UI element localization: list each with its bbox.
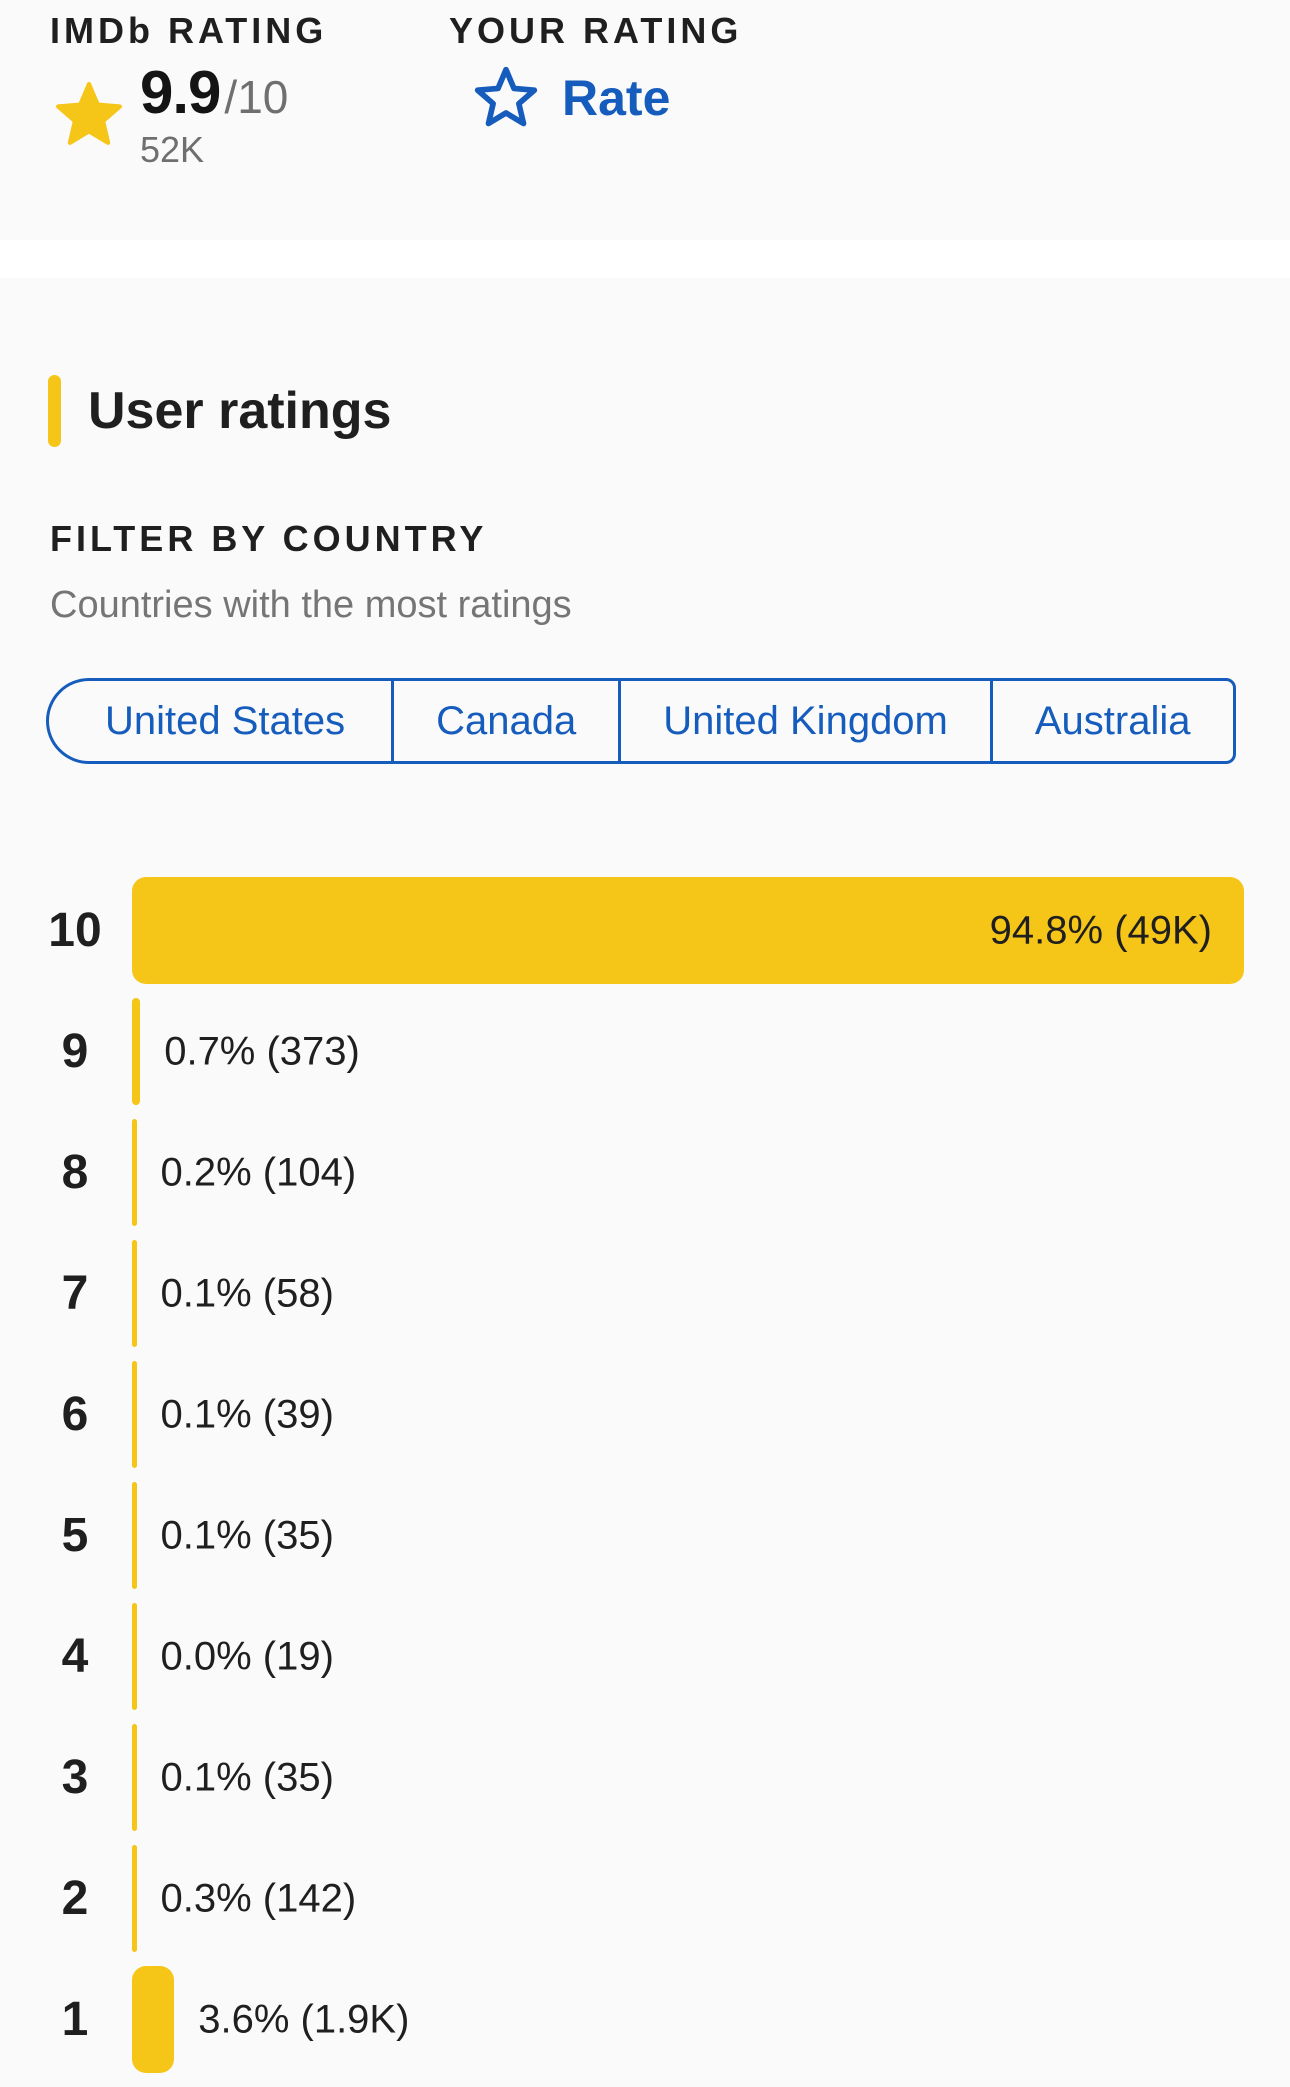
histogram-track: 0.1% (39) xyxy=(132,1361,1244,1468)
histogram-row-10[interactable]: 10 94.8% (49K) xyxy=(40,877,1244,984)
histogram-row-4[interactable]: 4 0.0% (19) xyxy=(40,1603,1244,1710)
histogram-bar xyxy=(132,1240,137,1347)
histogram-row-3[interactable]: 3 0.1% (35) xyxy=(40,1724,1244,1831)
user-ratings-header: User ratings xyxy=(48,375,391,447)
country-chip-australia[interactable]: Australia xyxy=(989,678,1236,764)
your-rating-heading: YOUR RATING xyxy=(449,10,743,51)
histogram-value-label: 0.0% (19) xyxy=(160,1634,334,1678)
rate-button[interactable]: Rate xyxy=(472,64,670,132)
histogram-row-6[interactable]: 6 0.1% (39) xyxy=(40,1361,1244,1468)
histogram-bar xyxy=(132,998,141,1105)
histogram-row-7[interactable]: 7 0.1% (58) xyxy=(40,1240,1244,1347)
rating-category-label: 7 xyxy=(61,1267,89,1320)
star-filled-icon xyxy=(56,81,122,145)
histogram-row-1[interactable]: 1 3.6% (1.9K) xyxy=(40,1966,1244,2073)
rating-category-label: 6 xyxy=(61,1388,89,1441)
section-divider xyxy=(0,240,1290,278)
histogram-bar xyxy=(132,1966,175,2073)
imdb-vote-count: 52K xyxy=(140,129,205,170)
imdb-rating-score: 9.9 /10 52K xyxy=(52,58,288,171)
rating-category-label: 9 xyxy=(61,1025,89,1078)
rating-category-label: 3 xyxy=(61,1751,89,1804)
filter-subtitle: Countries with the most ratings xyxy=(50,584,572,626)
histogram-track: 0.3% (142) xyxy=(132,1845,1244,1952)
histogram-track: 0.2% (104) xyxy=(132,1119,1244,1226)
rating-histogram: 10 94.8% (49K) 9 0.7% (373) 8 0.2% (104) 7 0.1%… xyxy=(40,877,1244,2087)
yellow-accent-bar xyxy=(48,375,61,447)
histogram-value-label: 0.7% (373) xyxy=(164,1029,360,1073)
histogram-track: 3.6% (1.9K) xyxy=(132,1966,1244,2073)
histogram-track: 0.7% (373) xyxy=(132,998,1244,1105)
rating-category-label: 4 xyxy=(61,1630,89,1683)
imdb-rating-heading: IMDb RATING xyxy=(50,10,328,51)
histogram-bar xyxy=(132,877,1244,984)
histogram-value-label: 0.3% (142) xyxy=(160,1876,357,1920)
imdb-score-outof: /10 xyxy=(224,71,289,123)
histogram-bar xyxy=(132,1845,137,1952)
histogram-value-label: 0.2% (104) xyxy=(160,1150,357,1194)
histogram-bar xyxy=(132,1724,137,1831)
histogram-bar xyxy=(132,1603,137,1710)
histogram-track: 0.0% (19) xyxy=(132,1603,1244,1710)
rate-button-label: Rate xyxy=(562,70,671,126)
histogram-value-label: 0.1% (39) xyxy=(160,1392,334,1436)
histogram-track: 0.1% (58) xyxy=(132,1240,1244,1347)
country-filter-group: United States Canada United Kingdom Austral… xyxy=(46,678,1236,764)
histogram-bar xyxy=(132,1361,137,1468)
histogram-value-label: 0.1% (35) xyxy=(160,1513,334,1557)
country-chip-canada[interactable]: Canada xyxy=(391,678,622,764)
filter-by-country-heading: FILTER BY COUNTRY xyxy=(50,518,488,559)
rating-summary-section: IMDb RATING 9.9 /10 52K YOUR RATING Rate xyxy=(0,0,1290,240)
rating-category-label: 10 xyxy=(48,904,102,957)
histogram-row-2[interactable]: 2 0.3% (142) xyxy=(40,1845,1244,1952)
rating-category-label: 1 xyxy=(61,1993,89,2046)
histogram-row-8[interactable]: 8 0.2% (104) xyxy=(40,1119,1244,1226)
rating-category-label: 2 xyxy=(61,1872,89,1925)
star-outline-icon xyxy=(474,66,538,127)
country-chip-united-states[interactable]: United States xyxy=(46,678,395,764)
imdb-score-value: 9.9 xyxy=(140,59,221,126)
rating-category-label: 5 xyxy=(61,1509,89,1562)
country-chip-united-kingdom[interactable]: United Kingdom xyxy=(618,678,993,764)
page-title: User ratings xyxy=(88,382,392,440)
histogram-track: 0.1% (35) xyxy=(132,1482,1244,1589)
histogram-value-label: 0.1% (35) xyxy=(160,1755,334,1799)
histogram-track: 0.1% (35) xyxy=(132,1724,1244,1831)
histogram-value-label: 94.8% (49K) xyxy=(989,908,1212,952)
user-ratings-section: User ratings FILTER BY COUNTRY Countries… xyxy=(0,278,1290,2083)
rating-category-label: 8 xyxy=(61,1146,89,1199)
histogram-value-label: 3.6% (1.9K) xyxy=(198,1997,410,2041)
histogram-track: 94.8% (49K) xyxy=(132,877,1244,984)
histogram-row-5[interactable]: 5 0.1% (35) xyxy=(40,1482,1244,1589)
histogram-bar xyxy=(132,1482,137,1589)
histogram-value-label: 0.1% (58) xyxy=(160,1271,334,1315)
histogram-bar xyxy=(132,1119,137,1226)
histogram-row-9[interactable]: 9 0.7% (373) xyxy=(40,998,1244,1105)
